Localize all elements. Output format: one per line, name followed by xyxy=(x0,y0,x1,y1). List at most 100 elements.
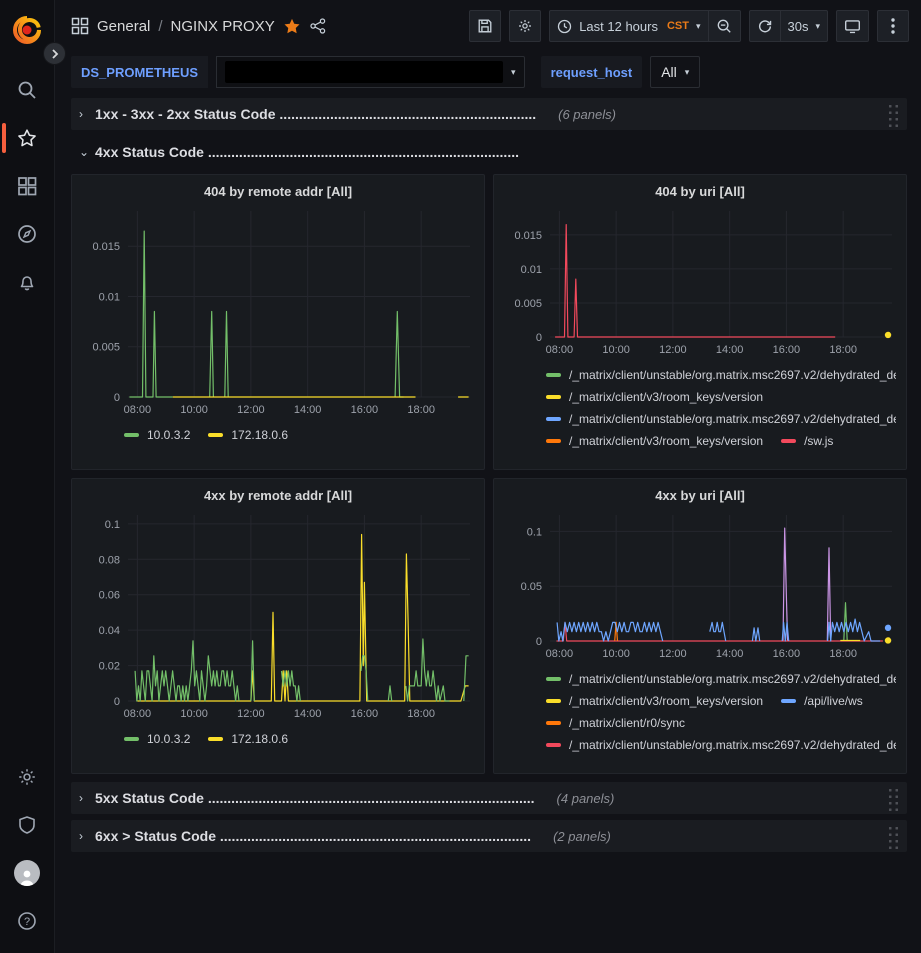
sidebar-item-dashboards[interactable] xyxy=(0,162,54,210)
chevron-right-icon: › xyxy=(79,107,83,121)
time-series-chart[interactable]: 0 0.02 0.04 0.06 0.08 0.1 08:00 10:00 12:00 14:00… xyxy=(80,505,476,728)
clock-icon xyxy=(558,19,572,33)
sidebar-item-configuration[interactable] xyxy=(0,753,54,801)
svg-text:18:00: 18:00 xyxy=(407,404,435,416)
row-panel-count: (2 panels) xyxy=(553,828,611,844)
time-series-chart[interactable]: 0 0.005 0.01 0.015 08:00 10:00 12:00 14:00 16:00… xyxy=(502,201,898,364)
monitor-icon xyxy=(845,19,860,33)
legend-series-swatch xyxy=(546,677,561,681)
share-icon[interactable] xyxy=(309,17,327,35)
chart-svg: 0 0.02 0.04 0.06 0.08 0.1 08:00 10:00 12:00 14:00… xyxy=(99,515,470,720)
svg-text:08:00: 08:00 xyxy=(546,648,574,660)
help-icon: ? xyxy=(18,912,36,930)
panel-title[interactable]: 404 by uri [All] xyxy=(655,184,745,199)
tv-mode-button[interactable] xyxy=(836,10,869,42)
sidebar-item-starred[interactable] xyxy=(0,114,54,162)
legend-item[interactable]: /_matrix/client/unstable/org.matrix.msc2… xyxy=(546,410,896,428)
svg-text:12:00: 12:00 xyxy=(237,708,265,720)
legend-item[interactable]: /_matrix/client/unstable/org.matrix.msc2… xyxy=(546,736,896,754)
sidebar-item-server-admin[interactable] xyxy=(0,801,54,849)
refresh-icon xyxy=(758,20,771,33)
sidebar-item-search[interactable] xyxy=(0,66,54,114)
refresh-interval-picker[interactable]: 30s ▾ xyxy=(780,10,828,42)
legend-series-label: 172.18.0.6 xyxy=(231,732,289,746)
legend-item[interactable]: /_matrix/client/unstable/org.matrix.msc2… xyxy=(546,670,896,688)
breadcrumb: General / NGINX PROXY xyxy=(97,18,275,35)
legend-item[interactable]: /api/live/ws xyxy=(781,692,863,710)
legend-item[interactable]: /_matrix/client/unstable/org.matrix.msc2… xyxy=(546,366,896,384)
sidebar-item-explore[interactable] xyxy=(0,210,54,258)
legend-item[interactable]: /_matrix/client/v3/room_keys/version xyxy=(546,432,763,450)
datasource-select[interactable]: ▾ xyxy=(216,56,525,88)
dashboard-title: NGINX PROXY xyxy=(170,17,275,35)
sidebar-item-alerting[interactable] xyxy=(0,258,54,306)
row-4xx[interactable]: ⌄ 4xx Status Code ......................… xyxy=(71,136,907,168)
svg-text:16:00: 16:00 xyxy=(351,708,379,720)
legend-item[interactable]: /_matrix/client/v3/room_keys/version xyxy=(546,388,763,406)
legend-item[interactable]: 172.18.0.6 xyxy=(208,730,288,748)
row-1xx-3xx-2xx[interactable]: › 1xx - 3xx - 2xx Status Code ..........… xyxy=(71,98,907,130)
legend-series-swatch xyxy=(546,721,561,725)
sidebar-item-profile[interactable] xyxy=(0,849,54,897)
avatar xyxy=(14,860,40,886)
dashboard-canvas: › 1xx - 3xx - 2xx Status Code ..........… xyxy=(55,92,921,953)
refresh-interval-label: 30s xyxy=(787,18,809,34)
svg-text:18:00: 18:00 xyxy=(407,708,435,720)
favorite-star-icon[interactable] xyxy=(283,17,301,35)
svg-text:?: ? xyxy=(24,916,30,928)
legend-item[interactable]: 10.0.3.2 xyxy=(124,426,190,444)
chart-legend: 10.0.3.2 172.18.0.6 xyxy=(80,424,476,444)
star-outline-icon xyxy=(18,129,36,147)
legend-item[interactable]: /_matrix/client/r0/sync xyxy=(546,714,685,732)
time-series-chart[interactable]: 0 0.05 0.1 08:00 10:00 12:00 14:00 16:00 18:00 xyxy=(502,505,898,668)
panel-4xx-by-remote-addr: 4xx by remote addr [All] 0 0.02 0.04 0.06 0.… xyxy=(71,478,485,774)
row-5xx[interactable]: › 5xx Status Code ......................… xyxy=(71,782,907,814)
panel-404-by-remote-addr: 404 by remote addr [All] 0 0.005 0.01 0.015… xyxy=(71,174,485,470)
row-drag-handle[interactable] xyxy=(886,101,899,127)
row-drag-handle[interactable] xyxy=(886,823,899,849)
svg-text:14:00: 14:00 xyxy=(294,404,322,416)
chart-legend: /_matrix/client/unstable/org.matrix.msc2… xyxy=(502,364,898,450)
kebab-menu-icon xyxy=(891,18,895,34)
legend-series-swatch xyxy=(546,417,561,421)
request-host-select[interactable]: All ▾ xyxy=(650,56,701,88)
svg-text:08:00: 08:00 xyxy=(546,344,574,356)
refresh-button[interactable] xyxy=(748,10,781,42)
dashboard-settings-button[interactable] xyxy=(509,10,542,42)
svg-text:10:00: 10:00 xyxy=(602,344,630,356)
sidebar-expand-button[interactable] xyxy=(43,42,66,65)
svg-text:0.01: 0.01 xyxy=(99,291,120,303)
save-dashboard-button[interactable] xyxy=(469,10,502,42)
breadcrumb-folder[interactable]: General xyxy=(97,17,151,35)
gear-icon xyxy=(519,20,532,32)
time-range-picker[interactable]: Last 12 hours CST ▾ xyxy=(549,10,709,42)
kebab-menu-button[interactable] xyxy=(877,10,909,42)
svg-text:10:00: 10:00 xyxy=(602,648,630,660)
svg-text:0.01: 0.01 xyxy=(521,264,542,276)
panel-title[interactable]: 4xx by uri [All] xyxy=(655,488,745,503)
legend-series-label: 172.18.0.6 xyxy=(231,428,289,442)
legend-series-swatch xyxy=(124,433,139,437)
panel-title[interactable]: 404 by remote addr [All] xyxy=(203,184,353,199)
legend-series-swatch xyxy=(208,433,224,437)
grafana-logo[interactable] xyxy=(0,8,54,52)
row-drag-handle[interactable] xyxy=(886,785,899,811)
legend-series-label: /_matrix/client/unstable/org.matrix.msc2… xyxy=(569,368,896,382)
legend-series-label: /_matrix/client/unstable/org.matrix.msc2… xyxy=(569,738,896,752)
legend-item[interactable]: 10.0.3.2 xyxy=(124,730,190,748)
panel-title[interactable]: 4xx by remote addr [All] xyxy=(203,488,353,503)
legend-item[interactable]: 172.18.0.6 xyxy=(208,426,288,444)
time-series-chart[interactable]: 0 0.005 0.01 0.015 08:00 10:00 12:00 14:00 16:00… xyxy=(80,201,476,424)
row-panel-count: (6 panels) xyxy=(558,106,616,122)
row-6xx[interactable]: › 6xx > Status Code ....................… xyxy=(71,820,907,852)
legend-item[interactable]: /_matrix/client/v3/room_keys/version xyxy=(546,692,763,710)
row-title: 4xx Status Code ........................… xyxy=(95,144,519,160)
grafana-logo-icon xyxy=(13,16,41,44)
zoom-out-button[interactable] xyxy=(708,10,741,42)
svg-text:0.1: 0.1 xyxy=(105,519,120,531)
legend-item[interactable]: /sw.js xyxy=(781,432,833,450)
legend-series-swatch xyxy=(781,699,797,703)
row-title: 1xx - 3xx - 2xx Status Code ............… xyxy=(95,106,537,122)
sidebar-item-help[interactable]: ? xyxy=(0,897,54,945)
svg-text:0.015: 0.015 xyxy=(514,230,542,242)
